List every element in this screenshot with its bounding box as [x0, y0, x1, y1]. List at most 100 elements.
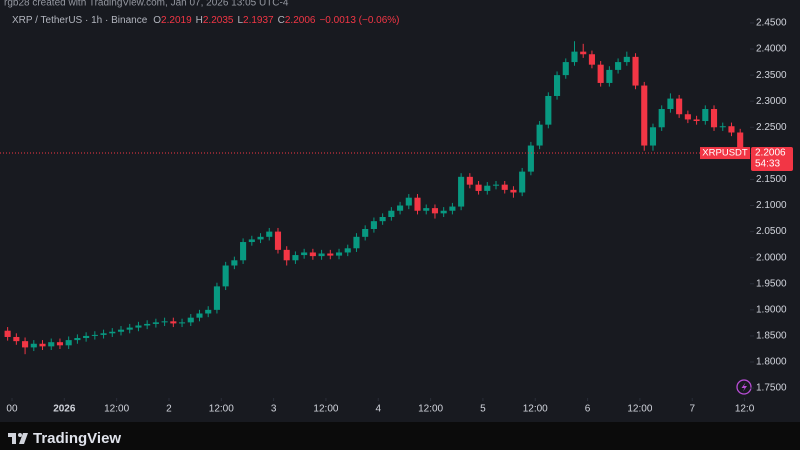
candle-body: [100, 333, 107, 335]
legend-close: 2.2006: [285, 15, 316, 26]
price-tag-symbol: XRPUSDT: [702, 148, 748, 159]
logo-part: [8, 433, 16, 444]
candle-body: [362, 228, 369, 237]
candle-body: [615, 62, 622, 70]
candle-body: [702, 109, 709, 122]
candle-body: [83, 335, 90, 339]
y-tick-label: 2.3000: [756, 96, 787, 107]
candle-body: [519, 171, 526, 193]
candle-body: [126, 327, 133, 330]
candle-body: [667, 98, 674, 110]
x-tick-label: 3: [271, 404, 277, 415]
candle-body: [676, 98, 683, 115]
legend-symbol: XRP / TetherUS · 1h · Binance: [12, 15, 148, 26]
candle-body: [301, 252, 308, 256]
x-tick-label: 12:0: [735, 404, 755, 415]
candle-body: [658, 109, 665, 128]
x-tick-label: 12:00: [418, 404, 443, 415]
candle-body: [178, 322, 186, 324]
candle-body: [449, 206, 456, 211]
candle-body: [414, 197, 421, 211]
candle-body: [309, 252, 316, 257]
y-tick-label: 2.0500: [756, 226, 787, 237]
candle-body: [109, 331, 116, 334]
x-tick-label: 2: [166, 404, 172, 415]
candle-body: [649, 127, 657, 146]
candle-body: [684, 114, 691, 120]
price-tag-bg: [751, 147, 793, 172]
alert-icon[interactable]: [736, 379, 752, 395]
candle-body: [423, 208, 430, 211]
candle-body: [240, 242, 247, 261]
candle-body: [693, 119, 700, 122]
y-tick-label: 1.9000: [756, 304, 787, 315]
candle-body: [56, 342, 64, 346]
candle-body: [283, 249, 290, 261]
candle-body: [580, 51, 587, 55]
x-tick-label: 12:00: [627, 404, 652, 415]
candle-body: [527, 145, 534, 172]
legend-open: 2.2019: [161, 15, 192, 26]
candle-body: [231, 260, 238, 266]
footer-background: [0, 422, 800, 450]
y-tick-label: 1.9500: [756, 278, 787, 289]
legend-c-label: C: [278, 15, 285, 26]
candle-body: [458, 176, 465, 207]
x-tick-label: 12:00: [209, 404, 234, 415]
candle-body: [397, 205, 404, 211]
candle-body: [632, 56, 639, 86]
candle-body: [431, 208, 439, 214]
x-tick-label: 12:00: [313, 404, 338, 415]
y-tick-label: 1.8500: [756, 331, 787, 342]
candle-body: [144, 323, 151, 326]
candle-body: [327, 253, 334, 256]
legend-change: −0.0013 (−0.06%): [319, 15, 399, 26]
candle-body: [501, 184, 508, 190]
x-tick-label: 6: [585, 404, 591, 415]
candle-body: [597, 64, 604, 83]
candle-body: [187, 317, 194, 323]
x-tick-label: 12:00: [104, 404, 129, 415]
candle-body: [91, 334, 98, 336]
candle-body: [65, 340, 72, 346]
logo-part: [19, 433, 28, 444]
alert-bolt[interactable]: [741, 382, 748, 392]
candle-body: [13, 336, 20, 342]
candle-body: [571, 51, 578, 63]
legend-l-label: L: [237, 15, 243, 26]
candle-body: [266, 231, 273, 237]
candle-body: [737, 132, 744, 154]
y-tick-label: 2.2500: [756, 122, 787, 133]
candle-body: [196, 313, 203, 318]
x-tick-label: 7: [689, 404, 695, 415]
y-tick-label: 2.0000: [756, 252, 787, 263]
candle-body: [248, 239, 255, 243]
candle-body: [484, 185, 491, 191]
x-tick-label: 00: [6, 404, 18, 415]
candle-body: [74, 338, 81, 341]
x-tick-label: 2026: [53, 404, 76, 415]
candle-body: [388, 210, 395, 217]
candle-body: [30, 343, 37, 348]
y-tick-label: 1.7500: [756, 383, 787, 394]
candle-body: [344, 248, 351, 253]
candle-body: [405, 197, 412, 206]
brand-logo: [8, 433, 28, 444]
legend-high: 2.2035: [203, 15, 234, 26]
candle-body: [135, 325, 142, 328]
candle-body: [623, 56, 630, 63]
candle-body: [117, 329, 125, 332]
candle-body: [606, 69, 613, 83]
x-tick-label: 12:00: [523, 404, 548, 415]
candle-body: [292, 255, 299, 261]
candle-body: [274, 231, 282, 250]
candle-body: [205, 309, 212, 314]
alert-circle[interactable]: [736, 379, 752, 395]
y-tick-label: 1.8000: [756, 357, 787, 368]
legend-h-label: H: [196, 15, 203, 26]
logo-part: [18, 433, 22, 437]
x-tick-label: 4: [375, 404, 381, 415]
legend: XRP / TetherUS · 1h · Binance O2.2019 H2.2…: [12, 15, 400, 26]
